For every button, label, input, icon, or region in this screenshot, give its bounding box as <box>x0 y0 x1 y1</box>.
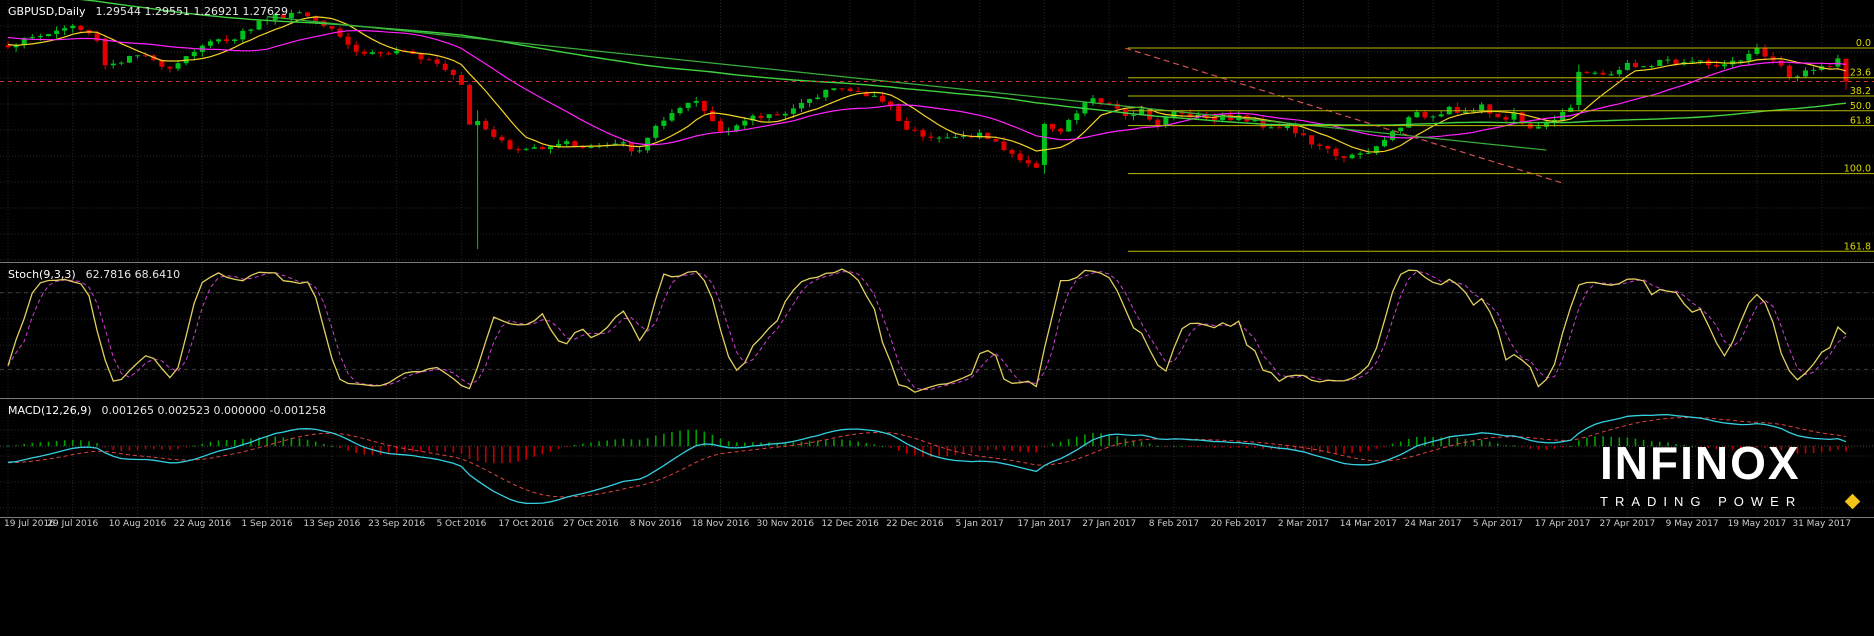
symbol-timeframe-label: GBPUSD,Daily <box>8 5 86 18</box>
fast-ma-line <box>8 17 1846 152</box>
price-panel-label: GBPUSD,Daily 1.29544 1.29551 1.26921 1.27… <box>8 5 288 18</box>
date-label: 1 Sep 2016 <box>241 519 292 529</box>
ohlc-values: 1.29544 1.29551 1.26921 1.27629 <box>96 5 288 18</box>
date-label: 27 Oct 2016 <box>563 519 619 529</box>
date-label: 8 Feb 2017 <box>1149 519 1199 529</box>
date-label: 29 Jul 2016 <box>47 519 98 529</box>
stoch-signal-line <box>8 272 1846 390</box>
stoch-main-line <box>8 269 1846 392</box>
macd-indicator-name: MACD(12,26,9) <box>8 404 92 417</box>
date-label: 8 Nov 2016 <box>630 519 682 529</box>
date-label: 22 Dec 2016 <box>886 519 944 529</box>
stochastic-panel-label: Stoch(9,3,3) 62.7816 68.6410 <box>8 268 180 281</box>
date-label: 5 Jan 2017 <box>956 519 1004 529</box>
fib-label: 0.0 <box>1856 38 1871 49</box>
stochastic-indicator-name: Stoch(9,3,3) <box>8 268 76 281</box>
date-label: 13 Sep 2016 <box>303 519 360 529</box>
date-label: 22 Aug 2016 <box>173 519 231 529</box>
date-label: 31 May 2017 <box>1792 519 1851 529</box>
date-label: 23 Sep 2016 <box>368 519 425 529</box>
date-label: 24 Mar 2017 <box>1405 519 1462 529</box>
macd-signal-line <box>8 418 1846 497</box>
date-label: 18 Nov 2016 <box>692 519 750 529</box>
macd-values: 0.001265 0.002523 0.000000 -0.001258 <box>102 404 326 417</box>
date-label: 17 Apr 2017 <box>1535 519 1591 529</box>
candlestick-series <box>6 10 1849 249</box>
fib-label: 100.0 <box>1844 164 1871 175</box>
macd-panel <box>0 415 1874 504</box>
date-label: 17 Oct 2016 <box>498 519 554 529</box>
date-label: 12 Dec 2016 <box>821 519 879 529</box>
stochastic-panel <box>0 269 1874 392</box>
infinox-logo: INFINOX TRADING POWER <box>1600 440 1858 509</box>
date-label: 27 Jan 2017 <box>1082 519 1136 529</box>
logo-text: INFINOX <box>1600 440 1858 486</box>
date-label: 10 Aug 2016 <box>109 519 167 529</box>
diamond-icon <box>1845 494 1861 510</box>
date-label: 30 Nov 2016 <box>756 519 814 529</box>
date-label: 2 Mar 2017 <box>1278 519 1329 529</box>
date-label: 17 Jan 2017 <box>1017 519 1071 529</box>
chart-svg: 0.0 23.6 38.2 50.0 61.8 100.0 161.8 <box>0 0 1874 636</box>
date-label: 5 Oct 2016 <box>436 519 486 529</box>
time-axis[interactable]: 19 Jul 201629 Jul 201610 Aug 201622 Aug … <box>0 519 1874 533</box>
trading-chart-window: 0.0 23.6 38.2 50.0 61.8 100.0 161.8 GBPUSD,Dai… <box>0 0 1874 636</box>
date-label: 14 Mar 2017 <box>1340 519 1397 529</box>
fib-label: 61.8 <box>1850 116 1871 127</box>
date-label: 9 May 2017 <box>1666 519 1719 529</box>
date-label: 20 Feb 2017 <box>1211 519 1267 529</box>
fib-label: 50.0 <box>1850 101 1871 112</box>
stochastic-values: 62.7816 68.6410 <box>86 268 180 281</box>
macd-panel-label: MACD(12,26,9) 0.001265 0.002523 0.000000 … <box>8 404 326 417</box>
date-label: 27 Apr 2017 <box>1600 519 1656 529</box>
macd-main-line <box>8 415 1846 504</box>
chart-canvas[interactable]: 0.0 23.6 38.2 50.0 61.8 100.0 161.8 <box>0 0 1874 636</box>
logo-tagline: TRADING POWER <box>1600 494 1802 509</box>
fib-label: 23.6 <box>1850 68 1871 79</box>
fib-label: 38.2 <box>1850 86 1871 97</box>
date-label: 19 May 2017 <box>1728 519 1787 529</box>
price-panel <box>0 0 1874 249</box>
fib-label: 161.8 <box>1844 241 1871 252</box>
date-label: 5 Apr 2017 <box>1473 519 1523 529</box>
